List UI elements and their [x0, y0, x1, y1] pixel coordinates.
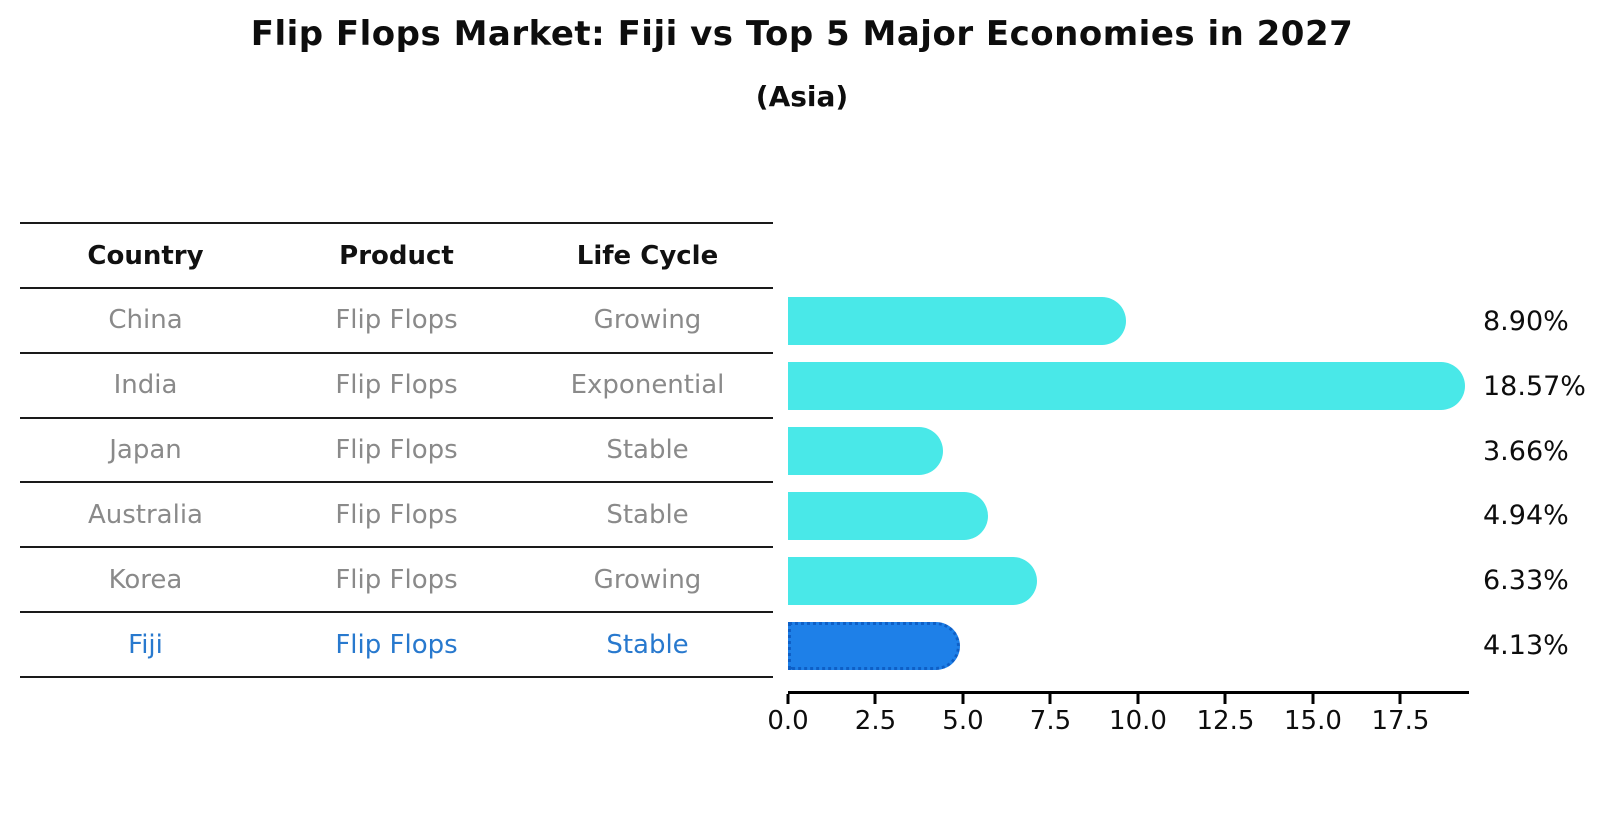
table-row-australia: Australia Flip Flops Stable: [20, 483, 773, 549]
bar-chart: 8.90% 18.57% 3.66% 4.94% 6.33% 4.13% 0.0 2.5 5.…: [767, 289, 1604, 749]
cell-life-cycle: Exponential: [570, 370, 725, 401]
cell-country: Fiji: [128, 629, 163, 660]
value-label-australia: 4.94%: [1483, 500, 1569, 532]
figure-subtitle: (Asia): [755, 80, 849, 113]
cell-life-cycle: Growing: [593, 305, 702, 336]
cell-country: Japan: [109, 435, 182, 466]
x-tick-mark: [786, 694, 790, 704]
x-tick-label: 15.0: [1284, 706, 1342, 736]
cell-product: Flip Flops: [335, 370, 458, 401]
cell-country: Australia: [87, 499, 203, 530]
x-tick-mark: [1223, 694, 1227, 704]
value-label-india: 18.57%: [1483, 370, 1586, 402]
cell-product: Flip Flops: [335, 305, 458, 336]
x-tick-mark: [873, 694, 877, 704]
bar-japan: [788, 427, 944, 476]
column-header-lifecycle: Life Cycle: [576, 240, 719, 271]
x-tick-label: 5.0: [942, 706, 984, 736]
x-tick-mark: [1048, 694, 1052, 704]
cell-country: India: [113, 370, 178, 401]
bar-korea: [788, 556, 1037, 605]
value-label-fiji: 4.13%: [1483, 630, 1569, 662]
x-tick-label: 17.5: [1371, 706, 1430, 736]
cell-life-cycle: Stable: [606, 435, 689, 466]
x-tick-label: 7.5: [1029, 706, 1072, 736]
cell-life-cycle: Stable: [606, 629, 689, 660]
bar-fiji: [788, 621, 960, 670]
figure-title: Flip Flops Market: Fiji vs Top 5 Major E…: [250, 14, 1354, 54]
x-tick-label: 12.5: [1196, 706, 1255, 736]
cell-life-cycle: Growing: [593, 564, 702, 595]
cell-product: Flip Flops: [335, 499, 458, 530]
cell-product: Flip Flops: [335, 435, 458, 466]
cell-life-cycle: Stable: [606, 499, 689, 530]
value-label-china: 8.90%: [1483, 305, 1569, 337]
column-header-country: Country: [87, 240, 204, 271]
value-label-korea: 6.33%: [1483, 565, 1569, 597]
table-row-india: India Flip Flops Exponential: [20, 354, 773, 419]
table-header-row: Country Product Life Cycle: [20, 224, 773, 289]
comparison-table: Country Product Life Cycle China Flip Flo…: [20, 222, 773, 678]
x-tick-label: 0.0: [767, 706, 809, 736]
table-row-korea: Korea Flip Flops Growing: [20, 548, 773, 614]
cell-product: Flip Flops: [335, 629, 458, 660]
x-tick-label: 2.5: [854, 706, 897, 736]
table-row-china: China Flip Flops Growing: [20, 289, 773, 354]
table-row-japan: Japan Flip Flops Stable: [20, 419, 773, 484]
x-tick-mark: [1136, 694, 1140, 704]
x-axis-line: [788, 691, 1469, 694]
bar-australia: [788, 491, 988, 540]
cell-country: Korea: [108, 564, 183, 595]
bar-india: [788, 362, 1465, 411]
cell-country: China: [108, 305, 183, 336]
cell-product: Flip Flops: [335, 564, 458, 595]
column-header-product: Product: [339, 240, 454, 271]
value-label-japan: 3.66%: [1483, 435, 1569, 467]
x-tick-mark: [1311, 694, 1315, 704]
table-body: China Flip Flops Growing India Flip Flops Exp…: [20, 289, 773, 678]
bar-china: [788, 297, 1127, 346]
x-tick-mark: [1398, 694, 1402, 704]
table-row-fiji: Fiji Flip Flops Stable: [20, 613, 773, 678]
x-tick-mark: [961, 694, 965, 704]
x-tick-label: 10.0: [1109, 706, 1167, 736]
